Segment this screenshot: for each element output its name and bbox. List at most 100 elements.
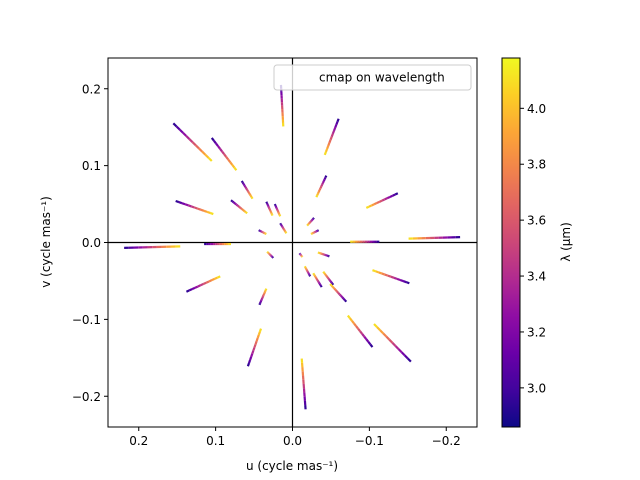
uv-track-piece <box>376 326 381 332</box>
uv-track-piece <box>389 194 394 198</box>
uv-track-piece <box>267 252 270 255</box>
uv-track-piece <box>242 183 246 186</box>
uv-track-piece <box>355 325 359 330</box>
uv-track-piece <box>270 255 273 258</box>
uv-track-piece <box>320 184 324 187</box>
uv-track-piece <box>316 279 320 282</box>
y-tick-label: −0.1 <box>72 313 101 327</box>
uv-track-piece <box>394 345 400 350</box>
uv-track-piece <box>329 283 333 287</box>
uv-track-piece <box>206 210 211 215</box>
y-tick-label: 0.0 <box>82 236 101 250</box>
uv-track-piece <box>310 219 314 222</box>
uv-track-piece <box>230 199 234 203</box>
uv-track-piece <box>263 290 267 294</box>
uv-track-piece <box>250 353 254 358</box>
uv-track-piece <box>219 148 223 153</box>
uv-track-piece <box>282 227 285 230</box>
uv-track-piece <box>260 298 263 302</box>
uv-track-22 <box>408 236 461 240</box>
uv-track-piece <box>323 272 326 275</box>
uv-track-3 <box>240 180 254 200</box>
uv-track-piece <box>244 186 248 189</box>
uv-track-14 <box>266 250 275 259</box>
uv-track-piece <box>319 284 322 287</box>
uv-track-piece <box>331 130 336 135</box>
uv-track-piece <box>336 290 340 294</box>
uv-track-piece <box>400 351 406 357</box>
uv-track-piece <box>264 288 268 291</box>
uv-track-piece <box>269 254 273 257</box>
uv-track-piece <box>317 280 320 284</box>
uv-track-piece <box>384 273 389 277</box>
uv-track-piece <box>265 202 269 205</box>
uv-track-piece <box>231 200 235 204</box>
uv-track-piece <box>267 251 270 255</box>
uv-track-piece <box>215 142 219 147</box>
uv-track-0 <box>172 122 213 162</box>
uv-track-piece <box>258 328 263 333</box>
uv-track-piece <box>319 185 323 189</box>
y-tick-label: −0.2 <box>72 390 101 404</box>
uv-track-piece <box>320 285 323 288</box>
uv-track-piece <box>182 131 187 137</box>
uv-track-piece <box>185 289 190 293</box>
uv-track-piece <box>378 271 383 275</box>
uv-track-piece <box>175 125 181 131</box>
colorbar-tick-label: 3.6 <box>527 214 546 228</box>
uv-track-piece <box>317 191 320 195</box>
uv-track-piece <box>257 331 261 336</box>
colorbar-gradient <box>502 58 520 427</box>
uv-track-piece <box>247 359 252 364</box>
uv-track-piece <box>247 190 250 194</box>
uv-track-piece <box>253 343 257 348</box>
uv-track-piece <box>376 200 380 205</box>
uv-track-piece <box>191 141 197 147</box>
uv-track-piece <box>229 161 234 166</box>
uv-track-piece <box>315 278 319 281</box>
uv-track-13 <box>258 288 268 306</box>
uv-track-piece <box>248 193 252 197</box>
uv-track-piece <box>334 289 338 293</box>
uv-track-piece <box>247 192 251 195</box>
uv-track-piece <box>194 206 198 210</box>
uv-track-piece <box>269 211 273 214</box>
uv-track-piece <box>197 207 202 211</box>
uv-track-piece <box>266 251 269 254</box>
uv-track-piece <box>283 229 286 232</box>
uv-track-piece <box>321 180 325 184</box>
uv-track-piece <box>271 256 275 259</box>
uv-track-piece <box>329 136 333 141</box>
uv-track-piece <box>245 187 249 191</box>
uv-track-piece <box>270 255 274 258</box>
uv-track-piece <box>321 182 324 186</box>
uv-track-piece <box>251 350 255 355</box>
uv-track-piece <box>308 221 311 224</box>
uv-track-piece <box>200 283 204 287</box>
uv-track-piece <box>261 294 265 298</box>
uv-track-16 <box>323 118 340 156</box>
colorbar: 3.0 3.2 3.4 3.6 3.8 4.0 λ (µm) <box>501 57 573 428</box>
uv-track-piece <box>324 175 328 178</box>
uv-track-piece <box>397 348 403 354</box>
uv-track-piece <box>191 286 196 291</box>
uv-track-piece <box>266 204 270 207</box>
uv-track-piece <box>270 212 274 215</box>
uv-track-piece <box>333 287 337 291</box>
uv-track-piece <box>324 274 328 277</box>
uv-track-piece <box>335 121 339 126</box>
uv-track-piece <box>211 277 216 282</box>
uv-track-piece <box>373 202 378 206</box>
uv-track-piece <box>340 295 344 299</box>
uv-track-piece <box>309 220 312 223</box>
colorbar-tick-label: 3.8 <box>527 158 546 172</box>
uv-track-piece <box>243 210 247 214</box>
uv-track-12 <box>185 275 221 293</box>
uv-track-32 <box>300 358 307 410</box>
uv-track-piece <box>249 356 253 361</box>
uv-track-piece <box>246 362 251 367</box>
uv-track-piece <box>315 194 319 198</box>
uv-track-piece <box>237 204 240 208</box>
uv-track-piece <box>249 195 253 198</box>
legend: cmap on wavelength <box>273 64 472 91</box>
